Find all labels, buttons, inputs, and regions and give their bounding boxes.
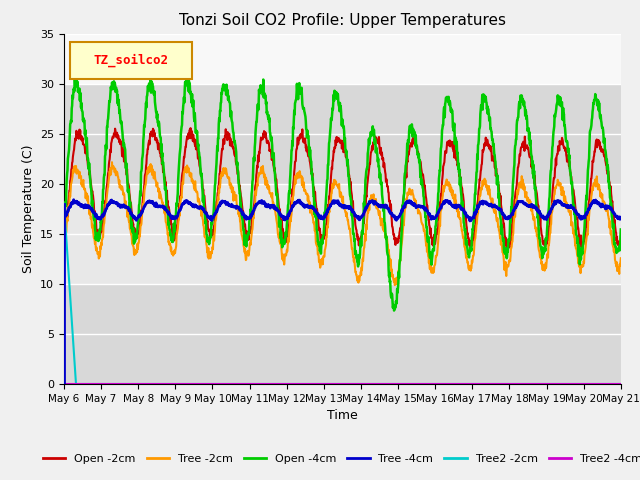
Bar: [64, 84, 621, 184]
Bar: [64, 34, 621, 84]
Bar: [64, 184, 621, 284]
Bar: [64, 284, 621, 384]
Text: TZ_soilco2: TZ_soilco2: [93, 54, 168, 67]
Legend: Open -2cm, Tree -2cm, Open -4cm, Tree -4cm, Tree2 -2cm, Tree2 -4cm: Open -2cm, Tree -2cm, Open -4cm, Tree -4…: [38, 449, 640, 468]
FancyBboxPatch shape: [70, 42, 192, 79]
X-axis label: Time: Time: [327, 409, 358, 422]
Title: Tonzi Soil CO2 Profile: Upper Temperatures: Tonzi Soil CO2 Profile: Upper Temperatur…: [179, 13, 506, 28]
Y-axis label: Soil Temperature (C): Soil Temperature (C): [22, 144, 35, 273]
